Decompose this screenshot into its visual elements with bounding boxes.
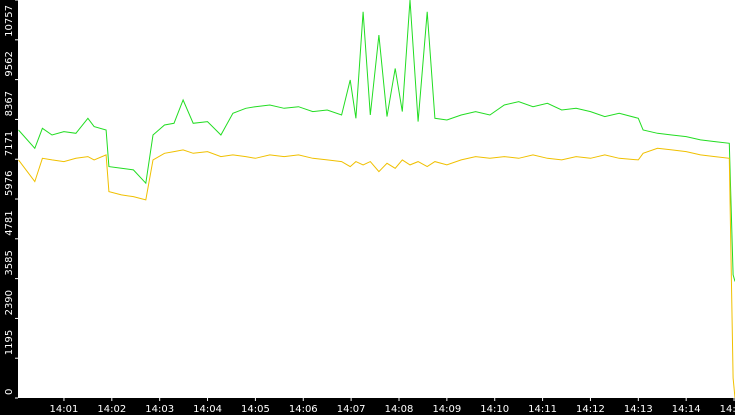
y-tick-label: 3585: [4, 250, 15, 275]
series-line: [18, 147, 735, 399]
x-tick-label: 14:11: [528, 404, 557, 415]
x-tick-label: 14:04: [193, 404, 222, 415]
series-line: [18, 0, 735, 282]
y-tick-label: 2390: [4, 290, 15, 315]
x-tick-label: 14:03: [145, 404, 174, 415]
x-tick-label: 14:12: [576, 404, 605, 415]
y-tick-label: 0: [4, 389, 15, 395]
x-tick-label: 14:05: [241, 404, 270, 415]
x-tick-label: 14:02: [97, 404, 126, 415]
y-tick-label: 10757: [4, 5, 15, 37]
x-tick-label: 14:09: [432, 404, 461, 415]
x-tick-label: 14:10: [480, 404, 509, 415]
y-tick-label: 1195: [4, 330, 15, 355]
x-tick-label: 14:15: [720, 404, 735, 415]
y-tick-label: 8367: [4, 91, 15, 116]
x-tick-label: 14:13: [624, 404, 653, 415]
y-tick-label: 9562: [4, 51, 15, 76]
x-tick-label: 14:07: [337, 404, 366, 415]
y-tick-label: 7171: [4, 131, 15, 156]
x-tick-label: 14:14: [672, 404, 701, 415]
x-tick-label: 14:01: [50, 404, 79, 415]
x-tick-label: 14:08: [385, 404, 414, 415]
y-tick-label: 5976: [4, 171, 15, 196]
plot-area: [18, 0, 735, 398]
y-tick-label: 4781: [4, 210, 15, 235]
x-tick-label: 14:06: [289, 404, 318, 415]
